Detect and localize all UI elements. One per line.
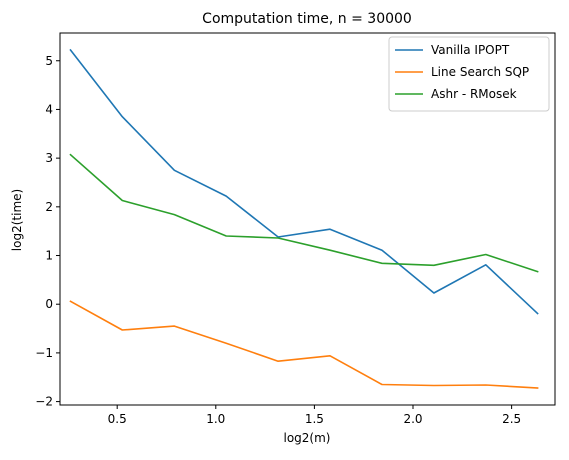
y-tick-label: 5 (45, 54, 53, 68)
x-tick-label: 0.5 (108, 412, 127, 426)
legend-label-ashr-rmosek: Ashr - RMosek (431, 87, 517, 101)
series-line-vanilla-ipopt (69, 48, 539, 315)
x-tick-label: 2.0 (403, 412, 422, 426)
y-tick-label: 3 (45, 151, 53, 165)
y-tick-label: 2 (45, 200, 53, 214)
x-tick-label: 2.5 (502, 412, 521, 426)
y-axis-title: log2(time) (10, 189, 24, 251)
axes-frame (59, 32, 556, 406)
y-tick-label: −1 (35, 346, 53, 360)
y-tick-label: −2 (35, 395, 53, 409)
y-tick-label: 4 (45, 102, 53, 116)
legend: Vanilla IPOPT Line Search SQP Ashr - RMose… (388, 36, 550, 112)
chart-title: Computation time, n = 30000 (202, 11, 412, 27)
series-line-ashr-rmosek (69, 153, 539, 273)
legend-frame (388, 36, 550, 112)
x-tick-label: 1.0 (206, 412, 225, 426)
y-tick-label: 1 (45, 249, 53, 263)
legend-label-vanilla-ipopt: Vanilla IPOPT (431, 43, 510, 57)
x-tick-label: 1.5 (305, 412, 324, 426)
series-lines (69, 48, 539, 389)
y-tick-label: 0 (45, 297, 53, 311)
axes: 0.5 1.0 1.5 2.0 2.5 −2 −1 0 1 2 3 4 5 (35, 32, 556, 426)
series-line-line-search-sqp (69, 300, 539, 389)
x-axis-title: log2(m) (284, 431, 331, 445)
legend-label-line-search-sqp: Line Search SQP (431, 65, 529, 79)
